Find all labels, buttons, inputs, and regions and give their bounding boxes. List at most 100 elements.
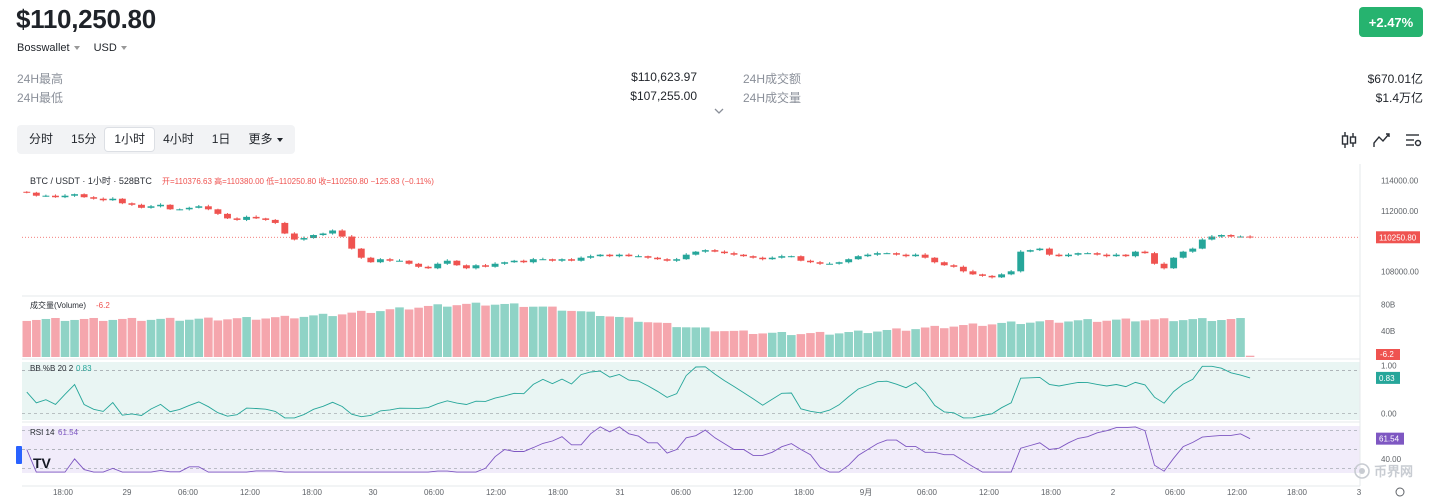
volume-bar <box>825 334 834 357</box>
candle <box>214 209 222 214</box>
tab-15m[interactable]: 15分 <box>71 132 97 146</box>
volume-bar <box>261 318 270 357</box>
candlestick-icon[interactable] <box>1340 131 1358 149</box>
volume-bar <box>844 332 853 357</box>
rsi-value-tag <box>1376 432 1404 445</box>
candle <box>290 233 298 240</box>
candle <box>1131 251 1139 257</box>
candle <box>835 262 843 264</box>
candle <box>845 259 853 263</box>
volume-bar <box>242 317 251 357</box>
volume-bar <box>863 333 873 357</box>
candle <box>252 216 260 219</box>
rsi-legend: RSI 14 <box>30 428 55 437</box>
candle <box>587 256 595 258</box>
candle <box>166 204 174 210</box>
candle <box>338 230 346 237</box>
volume-bar <box>681 327 691 357</box>
candle <box>988 275 996 278</box>
volume-bar <box>997 322 1006 357</box>
tab-1h[interactable]: 1小时 <box>105 128 155 151</box>
change-badge: +2.47% <box>1359 7 1423 37</box>
volume-bar <box>118 318 127 357</box>
currency-select[interactable]: USD <box>94 42 127 54</box>
candle <box>1017 251 1025 272</box>
tab-more[interactable]: 更多 <box>239 128 292 151</box>
candle <box>1007 271 1015 275</box>
candle <box>778 256 786 258</box>
volume-bar <box>156 318 165 357</box>
candle <box>826 263 834 265</box>
volume-bar <box>309 315 318 357</box>
volume-bar <box>1150 319 1159 357</box>
candle <box>893 253 900 255</box>
price-chart[interactable]: 114000.00 112000.00 108000.00 110250.80 80B 4… <box>0 164 1431 503</box>
volume-bar <box>1140 320 1150 357</box>
volume-bar <box>395 307 404 357</box>
volume-bar <box>452 305 462 357</box>
volume-value-label: -6.2 <box>1380 350 1394 359</box>
x-tick-label: 2 <box>1111 488 1116 497</box>
volume-bar <box>108 319 118 357</box>
expand-chevron-icon[interactable] <box>714 106 724 116</box>
volume-bar <box>1188 319 1198 357</box>
candle <box>367 257 375 263</box>
candle <box>797 256 805 261</box>
volume-bar <box>701 327 710 357</box>
volume-bar <box>1236 318 1245 357</box>
candle <box>42 195 50 197</box>
candle <box>768 257 776 260</box>
candle <box>453 260 461 266</box>
candle <box>1189 248 1197 252</box>
candle <box>233 218 241 220</box>
volume-bar <box>51 317 60 357</box>
candle <box>472 265 480 269</box>
candle <box>998 274 1006 278</box>
volume-bar <box>1159 318 1169 357</box>
volume-bar <box>710 331 720 357</box>
candle <box>281 222 289 234</box>
volume-bar <box>1226 319 1236 357</box>
candle <box>1208 236 1216 240</box>
exchange-select[interactable]: Bosswallet <box>17 42 80 54</box>
volume-bar <box>624 317 634 357</box>
y-tick-label: 108000.00 <box>1381 267 1419 276</box>
candle <box>386 259 394 261</box>
candle <box>682 254 690 260</box>
volume-bar <box>853 330 863 357</box>
volume-bar <box>882 329 892 357</box>
candle <box>969 271 977 275</box>
candle <box>348 236 356 249</box>
panel-toggle-handle[interactable] <box>16 446 22 464</box>
volume-bar <box>290 318 299 357</box>
candle <box>548 259 556 261</box>
candle <box>1246 236 1254 238</box>
volume-bar <box>968 323 978 357</box>
volume-bar <box>376 311 385 357</box>
bb-axis-label: 1.00 <box>1381 362 1397 371</box>
candle <box>1112 254 1120 257</box>
settings-icon[interactable] <box>1405 131 1423 149</box>
candle <box>396 260 403 262</box>
price-selectors: Bosswallet USD <box>17 42 127 54</box>
x-tick-label: 06:00 <box>178 488 199 497</box>
turnover-value: $670.01亿 <box>1367 72 1423 86</box>
x-tick-label: 30 <box>369 488 378 497</box>
volume-bar <box>509 303 519 357</box>
candle <box>147 206 155 208</box>
candle <box>224 213 231 219</box>
tab-fenshi[interactable]: 分时 <box>29 132 54 146</box>
line-chart-icon[interactable] <box>1373 131 1391 149</box>
volume-bar <box>1102 320 1112 357</box>
tab-4h[interactable]: 4小时 <box>163 132 194 146</box>
candle <box>462 265 470 269</box>
candle <box>243 216 251 220</box>
chevron-down-icon <box>73 46 80 50</box>
candle <box>663 259 671 261</box>
tab-1d[interactable]: 1日 <box>211 132 231 146</box>
high-label: 24H最高 <box>17 72 64 86</box>
legend-ohlc: 开=110376.63 高=110380.00 低=110250.80 收=11… <box>162 176 434 186</box>
volume-bar <box>462 303 471 357</box>
watermark: 币界网 <box>1354 461 1413 480</box>
settings-gear-icon[interactable] <box>1395 487 1405 497</box>
